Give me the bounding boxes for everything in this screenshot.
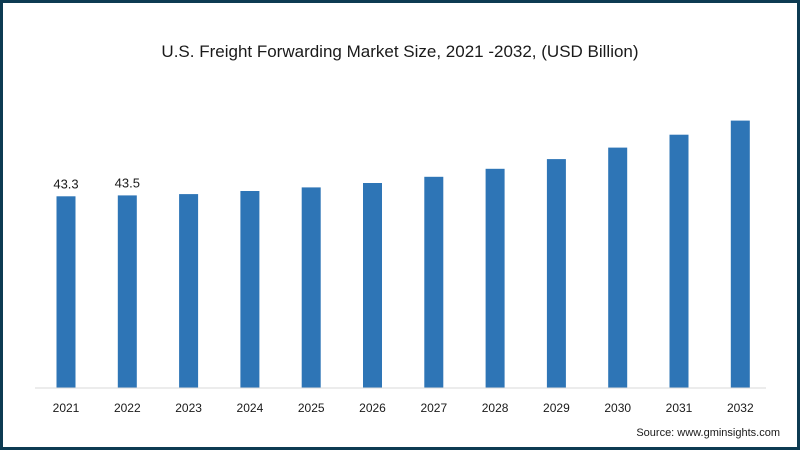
x-tick-label-2029: 2029 — [543, 401, 570, 415]
x-tick-label-2021: 2021 — [53, 401, 80, 415]
x-tick-label-2030: 2030 — [604, 401, 631, 415]
x-tick-label-2024: 2024 — [237, 401, 264, 415]
x-tick-label-2025: 2025 — [298, 401, 325, 415]
bar-2029 — [546, 159, 566, 388]
x-tick-label-2028: 2028 — [482, 401, 509, 415]
bar-2027 — [424, 176, 444, 388]
x-tick-label-2022: 2022 — [114, 401, 141, 415]
bar-2028 — [485, 168, 505, 388]
x-tick-label-2031: 2031 — [666, 401, 693, 415]
bar-2025 — [301, 187, 321, 388]
chart-title: U.S. Freight Forwarding Market Size, 202… — [161, 42, 639, 61]
bar-2032 — [730, 120, 750, 388]
data-labels: 43.3 43.5 — [53, 175, 140, 191]
bar-2026 — [363, 183, 382, 388]
data-label-2022: 43.5 — [115, 175, 140, 190]
data-label-2021: 43.3 — [53, 176, 78, 191]
bars-group — [56, 120, 750, 388]
bar-2021 — [56, 196, 76, 388]
x-tick-label-2032: 2032 — [727, 401, 754, 415]
source-note: Source: www.gminsights.com — [636, 427, 780, 439]
x-tick-label-2026: 2026 — [359, 401, 386, 415]
bar-2023 — [179, 194, 199, 388]
bar-2030 — [608, 147, 628, 388]
x-tick-label-2027: 2027 — [420, 401, 447, 415]
x-tick-labels: 2021 2022 2023 2024 2025 2026 2027 2028 2029 2030… — [53, 401, 754, 415]
x-tick-label-2023: 2023 — [175, 401, 202, 415]
bar-2024 — [240, 191, 260, 388]
bar-2031 — [669, 134, 689, 388]
bar-2022 — [117, 195, 137, 388]
